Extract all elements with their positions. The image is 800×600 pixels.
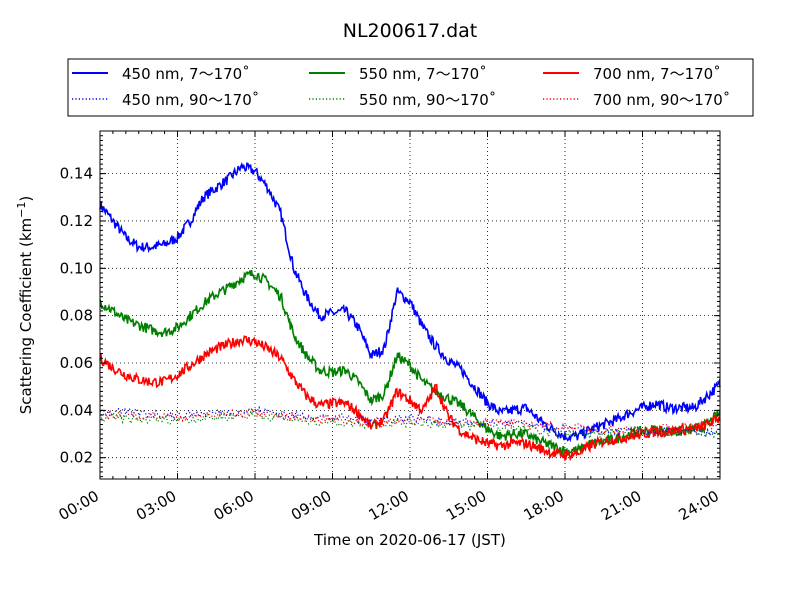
x-tick-label: 00:00 (56, 487, 102, 524)
legend-label-3: 700 nm, 7～170˚ (593, 65, 721, 83)
axes (99, 130, 721, 480)
y-axis-label-close: ) (17, 196, 35, 202)
x-tick-labels: 00:00 03:00 06:00 09:00 12:00 15:00 18:00 21:00… (56, 487, 722, 524)
series-line-1 (99, 161, 721, 443)
x-tick-label: 18:00 (521, 487, 567, 524)
y-tick-labels: 0.02 0.04 0.06 0.08 0.10 0.12 0.14 (60, 165, 93, 467)
x-tick-label: 03:00 (133, 487, 179, 524)
series-line-2 (99, 269, 721, 457)
y-tick-label: 0.10 (60, 259, 93, 277)
x-tick-label: 21:00 (598, 487, 644, 524)
legend-box (67, 58, 754, 117)
legend-label-5: 550 nm, 90～170˚ (359, 91, 496, 109)
grid (100, 131, 720, 479)
y-tick-label: 0.06 (60, 354, 93, 372)
y-axis-label-main: Scattering Coefficient (km (17, 218, 35, 414)
y-tick-label: 0.02 (60, 449, 93, 467)
series-line-5 (99, 410, 721, 441)
legend-label-1: 450 nm, 7～170˚ (122, 65, 250, 83)
y-tick-label: 0.14 (60, 165, 93, 183)
y-tick-label: 0.08 (60, 307, 93, 325)
legend: 450 nm, 7～170˚ 550 nm, 7～170˚ 700 nm, 7～17… (67, 58, 754, 117)
y-tick-label: 0.12 (60, 212, 93, 230)
x-tick-label: 06:00 (211, 487, 257, 524)
legend-label-2: 550 nm, 7～170˚ (359, 65, 487, 83)
x-tick-label: 12:00 (366, 487, 412, 524)
chart-title: NL200617.dat (343, 20, 478, 42)
y-axis-label: Scattering Coefficient (km−1) (15, 196, 35, 415)
y-tick-label: 0.04 (60, 401, 93, 419)
y-axis-label-unit-exponent: −1 (15, 202, 28, 218)
x-tick-label: 09:00 (288, 487, 334, 524)
series-line-3 (99, 335, 721, 462)
legend-label-6: 700 nm, 90～170˚ (593, 91, 730, 109)
x-tick-label: 24:00 (676, 487, 722, 524)
series-line-6 (99, 408, 721, 435)
x-tick-label: 15:00 (443, 487, 489, 524)
x-axis-label: Time on 2020-06-17 (JST) (313, 531, 506, 549)
plot-lines (99, 161, 721, 462)
legend-label-4: 450 nm, 90～170˚ (122, 91, 259, 109)
